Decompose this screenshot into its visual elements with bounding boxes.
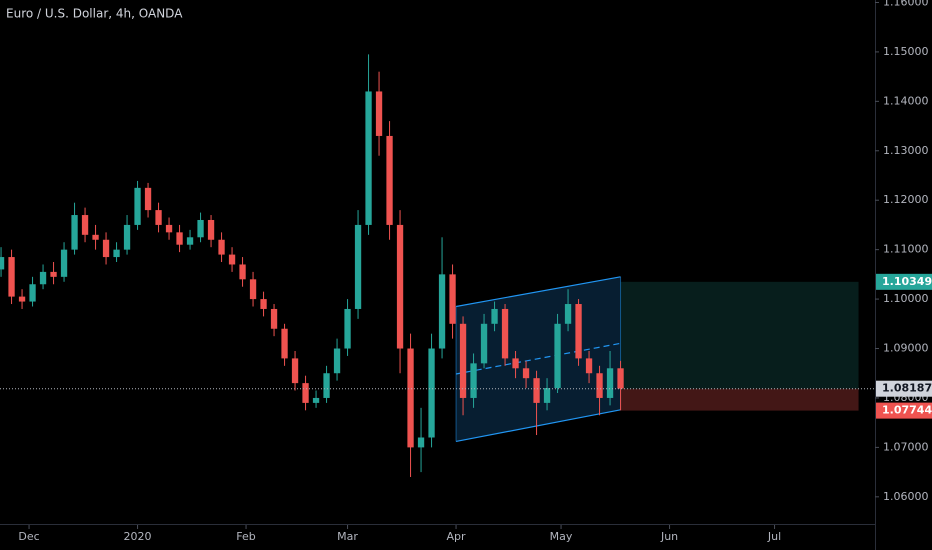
candle-body <box>554 323 561 389</box>
y-tick-label: 1.14000 <box>883 94 929 107</box>
candle-body <box>365 91 372 225</box>
stop-zone <box>620 388 859 411</box>
candle-body <box>449 274 456 324</box>
candle-body <box>417 437 425 448</box>
y-tick-label: 1.11000 <box>883 243 929 256</box>
candle-body <box>564 304 572 324</box>
y-tick-label: 1.15000 <box>883 45 929 58</box>
candle-body <box>102 239 110 258</box>
candle-body <box>270 308 278 329</box>
candle-body <box>8 257 15 297</box>
candle-body <box>81 215 89 235</box>
target-zone <box>620 281 859 389</box>
candle-body <box>92 234 99 240</box>
candle-body <box>197 219 204 238</box>
y-tick-label: 1.12000 <box>883 193 929 206</box>
candle-body <box>512 358 519 369</box>
price-label: 1.10349 <box>882 275 932 288</box>
candle-body <box>123 224 131 250</box>
candle-body <box>480 323 488 364</box>
x-tick-label: 2020 <box>124 530 152 543</box>
candle-body <box>50 271 57 277</box>
candle-body <box>281 328 288 359</box>
candle-body <box>291 358 299 384</box>
candle-body <box>585 358 593 374</box>
y-tick-label: 1.06000 <box>883 490 929 503</box>
candle-body <box>29 284 36 302</box>
candle-body <box>596 373 603 398</box>
channel-lower <box>455 409 621 443</box>
x-tick-label: Mar <box>337 530 358 543</box>
price-label: 1.08187 <box>882 382 932 395</box>
candle-body <box>491 308 498 324</box>
y-tick-label: 1.13000 <box>883 144 929 157</box>
candle-body <box>312 397 320 403</box>
candle-body <box>354 224 362 309</box>
y-tick-label: 1.09000 <box>883 342 929 355</box>
chart-title: Euro / U.S. Dollar, 4h, OANDA <box>6 7 183 21</box>
candle-body <box>218 239 225 255</box>
candle-body <box>533 378 540 403</box>
x-tick-label: May <box>550 530 573 543</box>
candle-body <box>60 249 68 277</box>
y-tick-label: 1.10000 <box>883 292 929 305</box>
x-tick-label: Jun <box>660 530 678 543</box>
candle-body <box>207 219 215 240</box>
candle-body <box>386 135 393 225</box>
candle-body <box>606 368 614 398</box>
x-tick-label: Jul <box>767 530 781 543</box>
candle-body <box>302 383 309 403</box>
candle-body <box>18 296 26 302</box>
candle-body <box>617 368 624 389</box>
candle-body <box>155 210 162 225</box>
candle-body <box>522 368 530 379</box>
candle-body <box>323 373 330 398</box>
candle-body <box>239 264 246 280</box>
candle-body <box>575 304 582 359</box>
candle-body <box>165 224 173 233</box>
candle-body <box>134 187 141 225</box>
candle-body <box>113 249 120 258</box>
price-label-box <box>876 402 932 419</box>
y-tick-label: 1.16000 <box>883 0 929 8</box>
price-label-box <box>876 380 932 397</box>
candle-body <box>249 279 257 300</box>
candle-body <box>71 215 78 250</box>
price-label: 1.07744 <box>882 404 932 417</box>
candle-body <box>543 388 551 403</box>
candle-body <box>470 363 477 398</box>
candle-body <box>501 308 509 359</box>
channel-upper <box>455 276 621 308</box>
price-label-box <box>876 273 932 290</box>
candle-body <box>260 299 267 309</box>
candle-body <box>228 254 236 265</box>
candle-body <box>459 323 467 398</box>
candle-body <box>407 348 414 448</box>
y-tick-label: 1.07000 <box>883 440 929 453</box>
x-tick-label: Apr <box>447 530 467 543</box>
channel-mid <box>455 342 621 375</box>
candle-body <box>428 348 435 438</box>
candle-body <box>186 237 194 245</box>
candle-body <box>176 232 183 245</box>
x-tick-label: Feb <box>236 530 255 543</box>
candle-body <box>396 224 404 349</box>
candle-body <box>39 271 47 285</box>
candle-body <box>438 274 446 349</box>
candle-body <box>144 187 152 211</box>
candle-body <box>375 91 383 136</box>
candle-body <box>344 308 351 349</box>
candle-body <box>333 348 341 374</box>
x-tick-label: Dec <box>18 530 39 543</box>
candle-body <box>0 257 5 270</box>
